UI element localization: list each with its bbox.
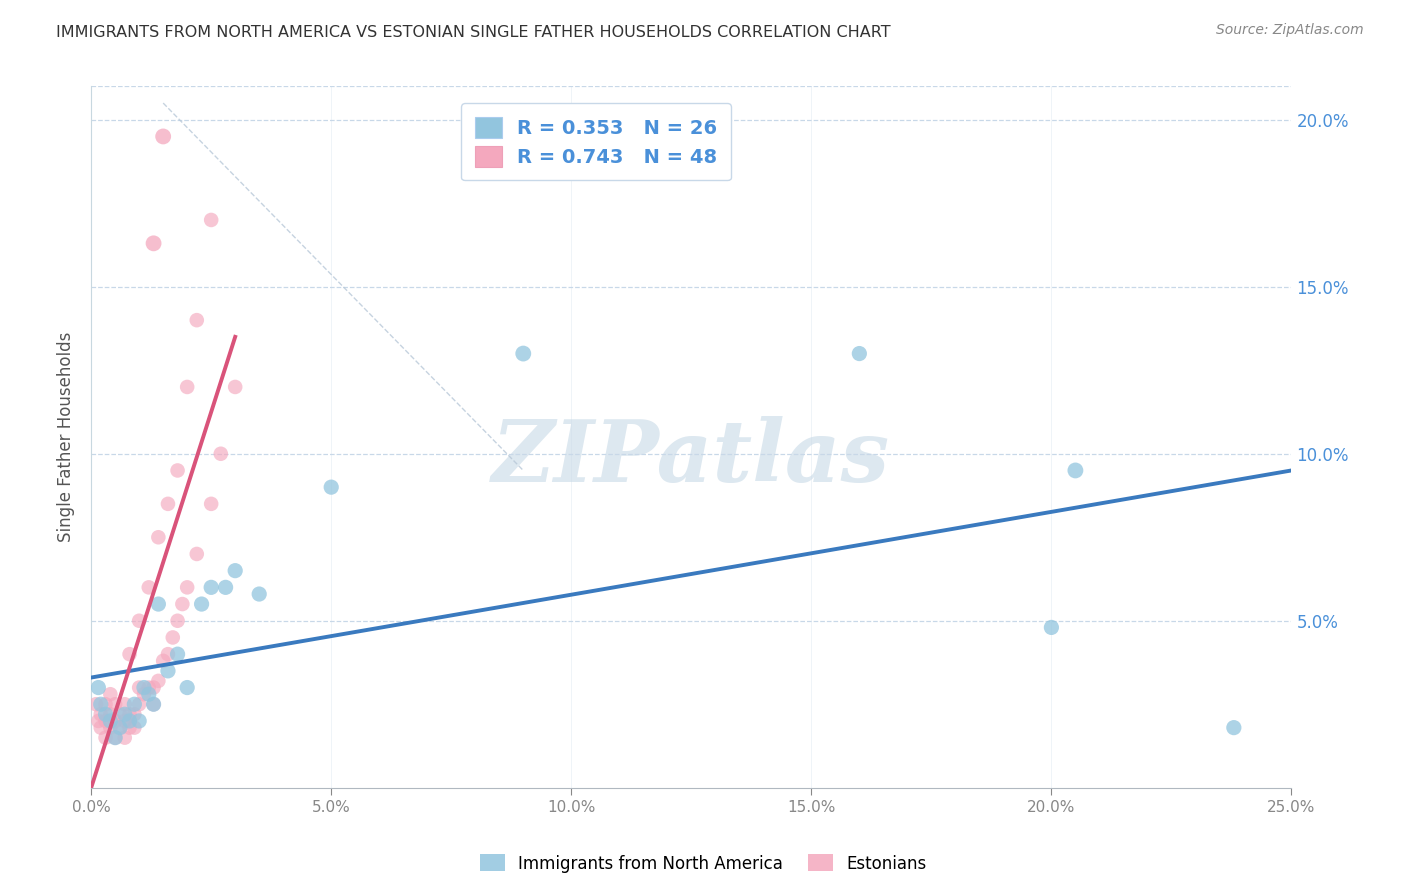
Point (156, 647, 179, 661)
Point (84, 698, 107, 712)
Point (186, 313, 208, 327)
Point (118, 707, 141, 722)
Point (128, 698, 150, 712)
Point (138, 681, 160, 695)
Point (98, 714, 121, 728)
Point (224, 380, 246, 394)
Point (152, 654, 174, 668)
Point (124, 698, 146, 712)
Point (132, 681, 155, 695)
Point (124, 721, 146, 735)
Point (114, 698, 136, 712)
Point (156, 497, 179, 511)
Point (156, 664, 179, 678)
Point (98, 707, 121, 722)
Point (200, 580, 222, 594)
Point (224, 564, 246, 578)
Point (162, 631, 184, 645)
Point (108, 721, 131, 735)
Point (209, 447, 232, 461)
Point (114, 707, 136, 722)
Point (186, 547, 208, 561)
Point (118, 721, 141, 735)
Point (132, 687, 155, 701)
Point (190, 597, 212, 611)
Point (94, 714, 117, 728)
Point (128, 714, 150, 728)
Point (321, 480, 343, 494)
Point (114, 714, 136, 728)
Point (142, 698, 165, 712)
Point (1064, 463, 1087, 477)
Point (87, 681, 110, 695)
Point (200, 497, 222, 511)
Point (104, 698, 127, 712)
Point (118, 647, 141, 661)
Point (138, 580, 160, 594)
Point (200, 213, 222, 227)
Point (94, 731, 117, 745)
Point (104, 731, 127, 745)
Point (848, 346, 870, 360)
Point (142, 698, 165, 712)
Point (152, 129, 174, 144)
Legend: R = 0.353   N = 26, R = 0.743   N = 48: R = 0.353 N = 26, R = 0.743 N = 48 (461, 103, 731, 180)
Point (90, 698, 112, 712)
Point (114, 731, 136, 745)
Point (512, 346, 534, 360)
Point (176, 380, 198, 394)
Text: ZIPatlas: ZIPatlas (492, 417, 890, 500)
Point (166, 647, 188, 661)
Text: Source: ZipAtlas.com: Source: ZipAtlas.com (1216, 23, 1364, 37)
Point (1040, 620, 1063, 634)
Point (118, 714, 141, 728)
Point (104, 731, 127, 745)
Point (142, 681, 165, 695)
Point (176, 580, 198, 594)
Point (138, 687, 160, 701)
Point (90, 721, 112, 735)
Point (98, 687, 121, 701)
Point (148, 597, 170, 611)
Point (142, 236, 165, 251)
Point (166, 614, 188, 628)
Point (148, 673, 170, 688)
Point (148, 530, 170, 544)
Point (166, 463, 188, 477)
Text: IMMIGRANTS FROM NORTH AMERICA VS ESTONIAN SINGLE FATHER HOUSEHOLDS CORRELATION C: IMMIGRANTS FROM NORTH AMERICA VS ESTONIA… (56, 25, 891, 40)
Point (128, 614, 150, 628)
Point (94, 698, 117, 712)
Point (172, 597, 194, 611)
Legend: Immigrants from North America, Estonians: Immigrants from North America, Estonians (472, 847, 934, 880)
Point (87, 714, 110, 728)
Point (247, 587, 270, 601)
Point (124, 707, 146, 722)
Point (104, 714, 127, 728)
Point (98, 721, 121, 735)
Point (1223, 721, 1246, 735)
Point (94, 707, 117, 722)
Point (176, 681, 198, 695)
Point (128, 681, 150, 695)
Point (90, 707, 112, 722)
Point (108, 721, 131, 735)
Y-axis label: Single Father Households: Single Father Households (58, 332, 75, 542)
Point (214, 580, 236, 594)
Point (108, 707, 131, 722)
